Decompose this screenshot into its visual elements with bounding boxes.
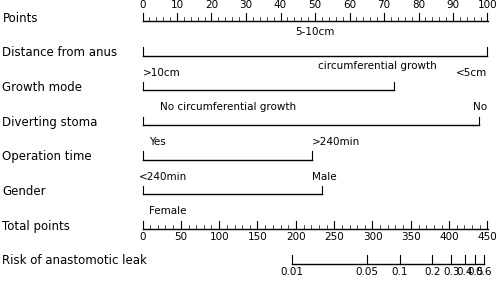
Text: <240min: <240min — [139, 172, 188, 182]
Text: 0.4: 0.4 — [456, 267, 473, 277]
Text: 70: 70 — [378, 0, 390, 10]
Text: 250: 250 — [324, 232, 344, 242]
Text: Distance from anus: Distance from anus — [2, 46, 117, 59]
Text: Female: Female — [150, 206, 187, 217]
Text: 0: 0 — [139, 0, 146, 10]
Text: Diverting stoma: Diverting stoma — [2, 116, 98, 129]
Text: No circumferential growth: No circumferential growth — [160, 102, 296, 112]
Text: <5cm: <5cm — [456, 68, 488, 78]
Text: 400: 400 — [440, 232, 459, 242]
Text: 0.2: 0.2 — [424, 267, 440, 277]
Text: 450: 450 — [478, 232, 498, 242]
Text: Total points: Total points — [2, 219, 70, 232]
Text: Risk of anastomotic leak: Risk of anastomotic leak — [2, 254, 148, 267]
Text: 80: 80 — [412, 0, 425, 10]
Text: Gender: Gender — [2, 185, 46, 198]
Text: Operation time: Operation time — [2, 150, 92, 163]
Text: 5-10cm: 5-10cm — [296, 27, 335, 37]
Text: 50: 50 — [308, 0, 322, 10]
Text: 150: 150 — [248, 232, 268, 242]
Text: 50: 50 — [174, 232, 188, 242]
Text: 40: 40 — [274, 0, 287, 10]
Text: 20: 20 — [205, 0, 218, 10]
Text: Points: Points — [2, 12, 38, 24]
Text: Yes: Yes — [150, 137, 166, 147]
Text: 100: 100 — [478, 0, 498, 10]
Text: 30: 30 — [240, 0, 252, 10]
Text: Male: Male — [312, 172, 336, 182]
Text: >10cm: >10cm — [142, 68, 180, 78]
Text: Growth mode: Growth mode — [2, 81, 82, 94]
Text: 10: 10 — [170, 0, 183, 10]
Text: 200: 200 — [286, 232, 306, 242]
Text: 90: 90 — [446, 0, 460, 10]
Text: 0.1: 0.1 — [392, 267, 408, 277]
Text: 100: 100 — [210, 232, 229, 242]
Text: 350: 350 — [401, 232, 420, 242]
Text: 0.01: 0.01 — [280, 267, 303, 277]
Text: 0.05: 0.05 — [356, 267, 378, 277]
Text: 0.3: 0.3 — [443, 267, 460, 277]
Text: >240min: >240min — [312, 137, 360, 147]
Text: 0: 0 — [139, 232, 146, 242]
Text: 0.5: 0.5 — [467, 267, 483, 277]
Text: No: No — [474, 102, 488, 112]
Text: 0.6: 0.6 — [476, 267, 492, 277]
Text: 300: 300 — [362, 232, 382, 242]
Text: 60: 60 — [343, 0, 356, 10]
Text: circumferential growth: circumferential growth — [318, 61, 436, 71]
